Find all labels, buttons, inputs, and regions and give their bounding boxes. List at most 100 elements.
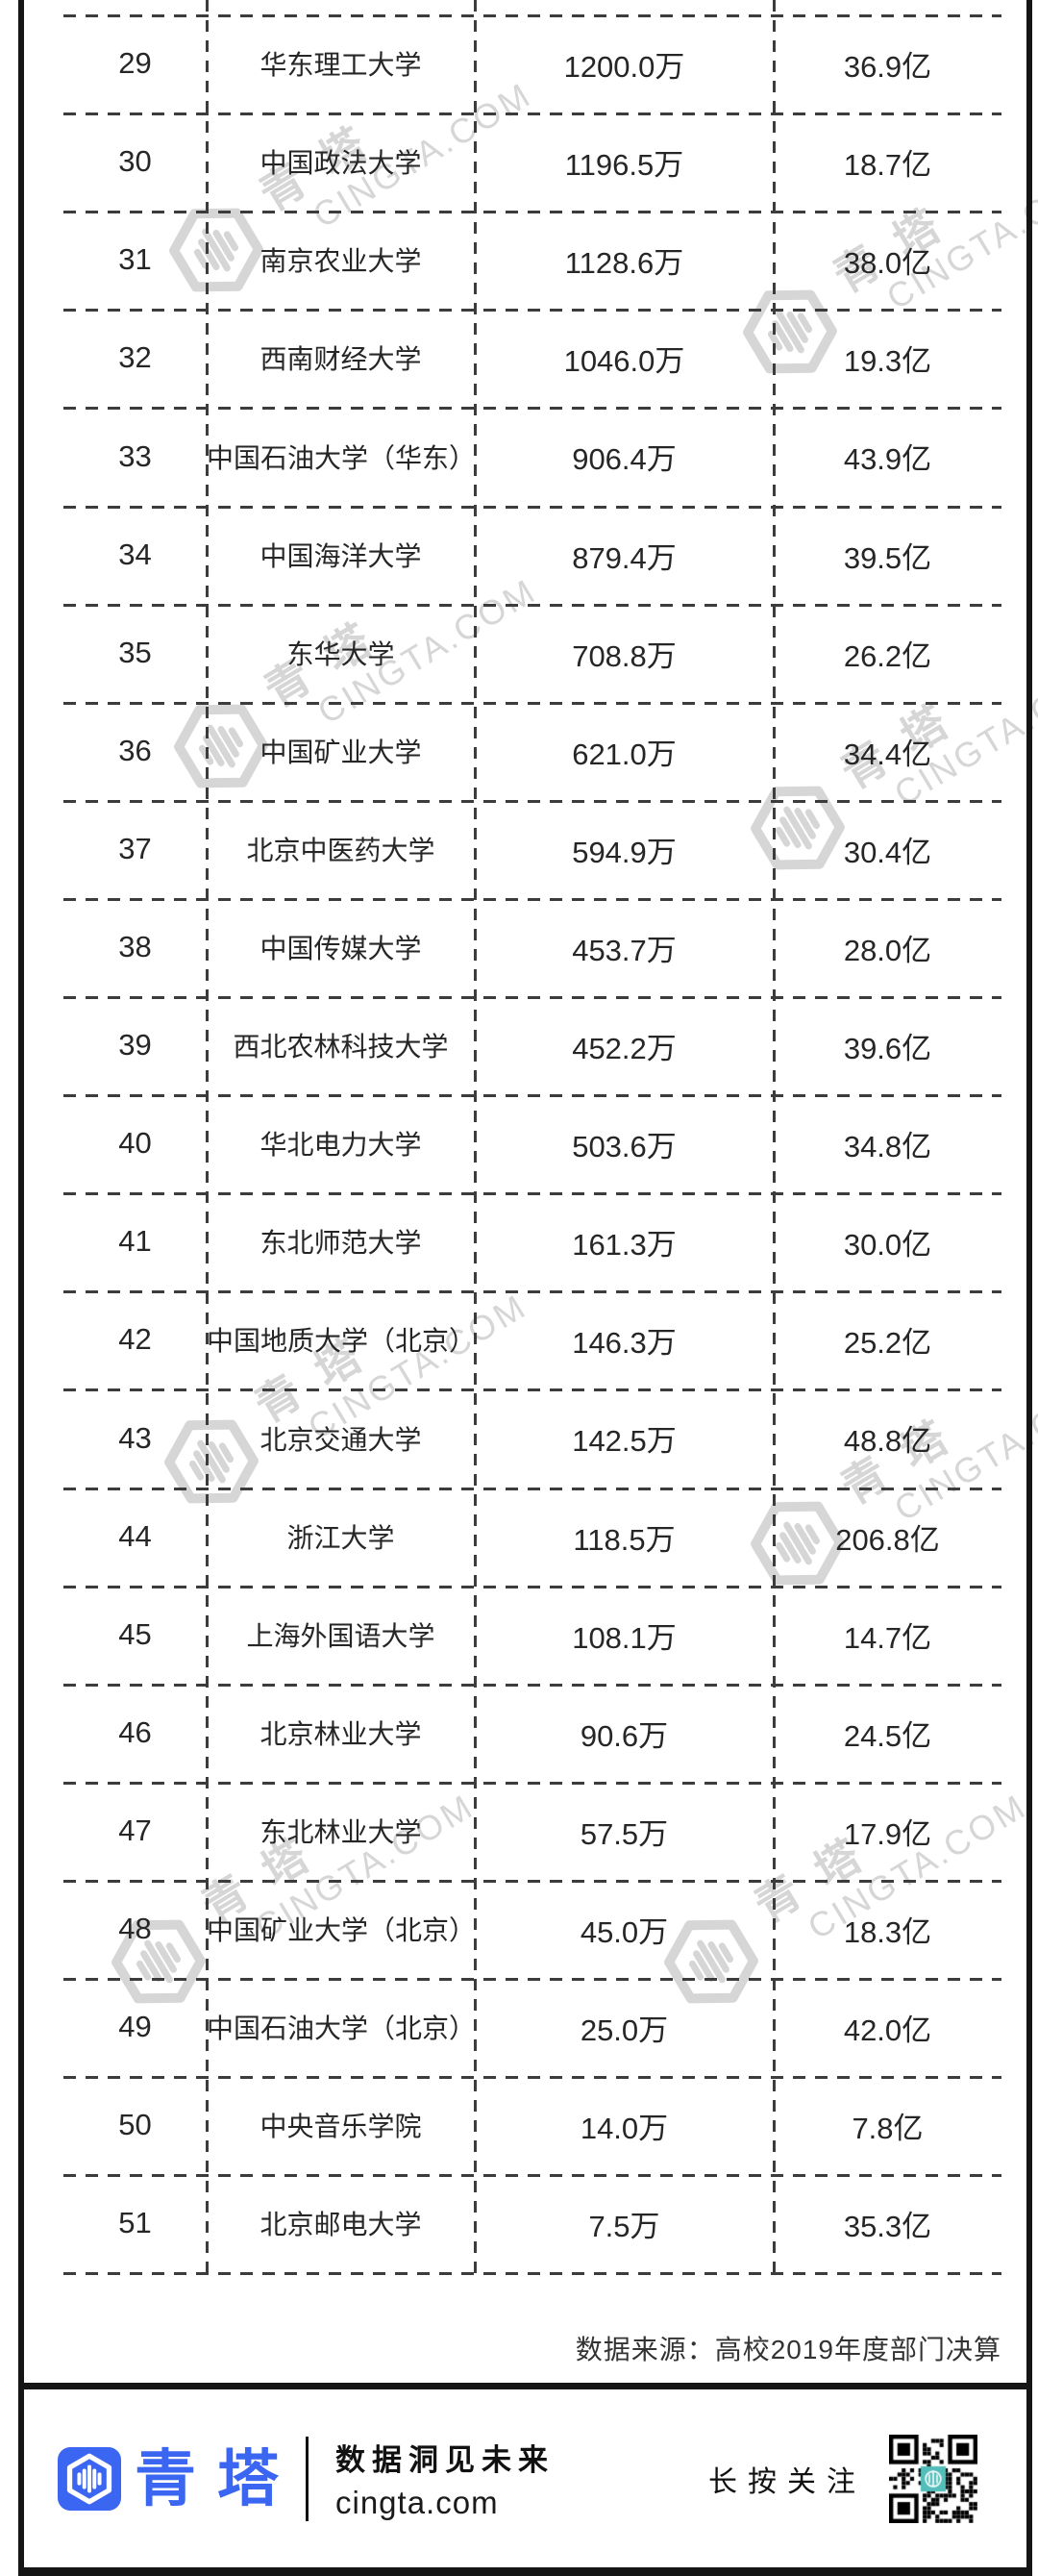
- cell-amount-wan: 7.5万: [588, 2209, 660, 2243]
- cell-university-name: 西南财经大学: [260, 344, 422, 374]
- cell-amount-yi: 7.8亿: [852, 2111, 924, 2145]
- table-row: 39 西北农林科技大学 452.2万 39.6亿: [63, 996, 1001, 1094]
- table-row: 38 中国传媒大学 453.7万 28.0亿: [63, 898, 1001, 996]
- follow-hint-label: 长按关注: [708, 2465, 866, 2498]
- cell-amount-wan: 90.6万: [580, 1718, 669, 1753]
- cell-university-name: 西北农林科技大学: [233, 1032, 449, 1062]
- cell-amount-wan: 452.2万: [572, 1031, 677, 1065]
- cell-amount-wan: 594.9万: [572, 835, 677, 869]
- row-divider-line: [63, 1488, 1001, 1490]
- cell-university-name: 中国矿业大学: [260, 738, 422, 767]
- cell-university-name: 中国海洋大学: [260, 541, 422, 571]
- table-row: 36 中国矿业大学 621.0万 34.4亿: [63, 702, 1001, 800]
- cell-amount-wan: 45.0万: [580, 1914, 669, 1949]
- table-row: 45 上海外国语大学 108.1万 14.7亿: [63, 1586, 1001, 1684]
- cell-university-name: 中央音乐学院: [260, 2112, 422, 2141]
- cell-rank: 49: [118, 2010, 152, 2043]
- cell-university-name: 南京农业大学: [260, 246, 422, 276]
- row-divider-line: [63, 2174, 1001, 2177]
- row-divider-line: [63, 800, 1001, 803]
- row-divider-line: [63, 604, 1001, 607]
- cell-amount-yi: 18.7亿: [843, 147, 932, 182]
- cell-amount-wan: 1046.0万: [563, 343, 685, 378]
- footer-divider-line: [18, 2383, 1032, 2389]
- cell-amount-wan: 142.5万: [572, 1424, 677, 1458]
- cell-rank: 51: [118, 2206, 152, 2239]
- cell-rank: 45: [118, 1617, 152, 1651]
- cell-rank: 42: [118, 1322, 152, 1356]
- row-divider-line: [63, 1388, 1001, 1391]
- cell-amount-wan: 708.8万: [572, 638, 677, 673]
- cell-amount-wan: 621.0万: [572, 737, 677, 771]
- footer-slogan: 数据洞见未来: [335, 2443, 555, 2477]
- cell-university-name: 东华大学: [286, 639, 395, 669]
- cell-rank: 48: [118, 1912, 152, 1945]
- table-row: 33 中国石油大学（华东） 906.4万 43.9亿: [63, 407, 1001, 506]
- cell-university-name: 北京交通大学: [260, 1424, 422, 1455]
- cingta-logo-icon: [58, 2446, 121, 2511]
- row-divider-line: [63, 2076, 1001, 2079]
- cell-rank: 33: [118, 438, 152, 473]
- column-divider-line: [773, 0, 776, 2279]
- cell-amount-wan: 161.3万: [572, 1227, 677, 1262]
- cell-rank: 32: [118, 340, 152, 374]
- footer: 青塔 数据洞见未来 cingta.com 长按关注: [24, 2389, 1032, 2567]
- cell-rank: 39: [118, 1028, 152, 1062]
- cell-amount-yi: 43.9亿: [843, 442, 932, 476]
- footer-vertical-divider: [306, 2436, 309, 2521]
- cell-amount-yi: 30.0亿: [843, 1227, 932, 1262]
- table-row: 40 华北电力大学 503.6万 34.8亿: [63, 1094, 1001, 1192]
- cell-rank: 29: [118, 46, 152, 80]
- row-divider-line: [63, 702, 1001, 705]
- cell-amount-yi: 48.8亿: [843, 1424, 932, 1458]
- cell-amount-yi: 18.3亿: [843, 1914, 932, 1949]
- cell-university-name: 浙江大学: [286, 1523, 395, 1553]
- row-divider-line: [63, 1880, 1001, 1883]
- cell-amount-yi: 26.2亿: [843, 638, 932, 673]
- cell-amount-wan: 1200.0万: [563, 49, 685, 84]
- follow-wrap: 长按关注: [708, 2434, 977, 2523]
- table-row: 51 北京邮电大学 7.5万 35.3亿: [63, 2174, 1001, 2272]
- cell-amount-yi: 35.3亿: [843, 2209, 932, 2243]
- cell-university-name: 中国石油大学（北京）: [207, 2013, 477, 2043]
- table-row: 37 北京中医药大学 594.9万 30.4亿: [63, 800, 1001, 898]
- table-row: 44 浙江大学 118.5万 206.8亿: [63, 1488, 1001, 1586]
- cell-amount-wan: 503.6万: [572, 1129, 677, 1163]
- cell-amount-yi: 34.8亿: [843, 1129, 932, 1163]
- cell-rank: 30: [118, 144, 152, 178]
- row-divider-line: [63, 14, 1001, 17]
- cell-amount-wan: 1128.6万: [564, 245, 684, 280]
- cell-rank: 35: [118, 636, 152, 669]
- cell-rank: 40: [118, 1126, 152, 1160]
- cell-amount-wan: 906.4万: [572, 442, 677, 476]
- row-divider-line: [63, 1290, 1001, 1293]
- cell-amount-yi: 38.0亿: [843, 245, 932, 280]
- table-row: 30 中国政法大学 1196.5万 18.7亿: [63, 113, 1001, 211]
- row-divider-line: [63, 1978, 1001, 1981]
- cell-amount-yi: 36.9亿: [843, 49, 932, 84]
- table-row: 48 中国矿业大学（北京） 45.0万 18.3亿: [63, 1880, 1001, 1978]
- cell-amount-yi: 30.4亿: [843, 835, 932, 869]
- cell-amount-yi: 28.0亿: [843, 933, 932, 967]
- table-row: 32 西南财经大学 1046.0万 19.3亿: [63, 309, 1001, 407]
- source-note: 数据来源：高校2019年度部门决算: [575, 2335, 1001, 2364]
- cell-university-name: 华东理工大学: [260, 50, 422, 80]
- cell-university-name: 中国政法大学: [260, 148, 422, 178]
- cell-rank: 38: [118, 930, 152, 963]
- cell-university-name: 中国矿业大学（北京）: [207, 1915, 477, 1945]
- row-divider-line: [63, 407, 1001, 410]
- cell-amount-wan: 453.7万: [572, 933, 677, 967]
- table-row: 41 东北师范大学 161.3万 30.0亿: [63, 1192, 1001, 1290]
- cell-university-name: 上海外国语大学: [246, 1621, 435, 1651]
- cell-rank: 41: [118, 1224, 152, 1258]
- cell-university-name: 中国传媒大学: [260, 934, 422, 963]
- cell-rank: 37: [118, 832, 152, 865]
- row-divider-line: [63, 309, 1001, 312]
- cell-university-name: 东北师范大学: [260, 1228, 422, 1258]
- cell-university-name: 东北林业大学: [260, 1817, 422, 1847]
- row-divider-line: [63, 113, 1001, 115]
- cell-amount-yi: 42.0亿: [843, 2013, 932, 2047]
- cell-amount-yi: 25.2亿: [843, 1325, 932, 1360]
- qr-code: [889, 2434, 977, 2523]
- cell-rank: 47: [118, 1813, 152, 1847]
